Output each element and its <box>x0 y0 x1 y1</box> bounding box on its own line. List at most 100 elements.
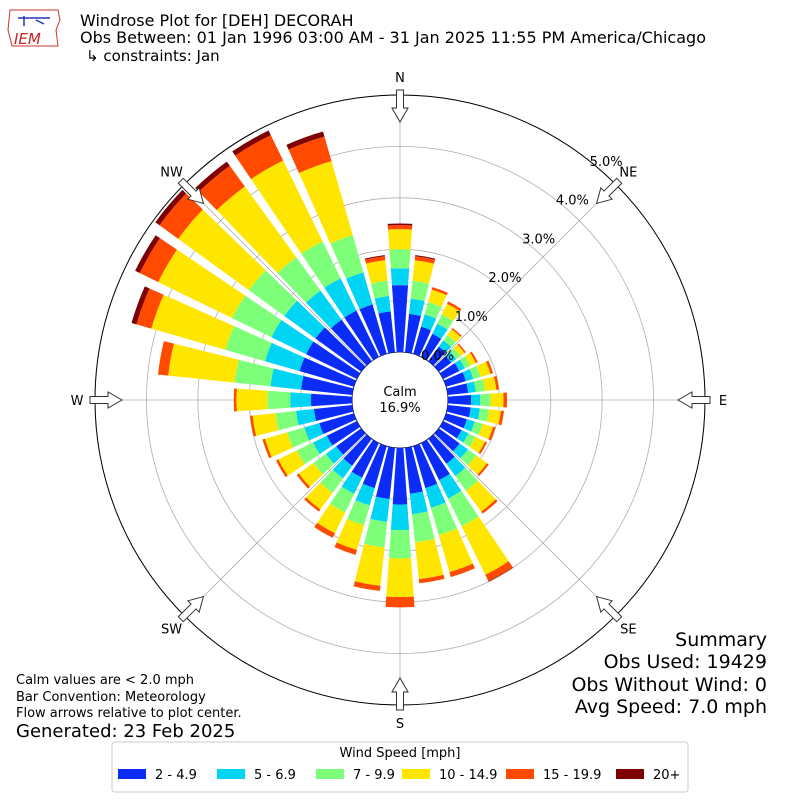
flow-arrow <box>595 595 623 623</box>
bar-segment <box>481 499 498 514</box>
bar-segment <box>391 285 409 353</box>
bar-segment <box>359 304 387 357</box>
bar-segment <box>477 463 489 477</box>
bar-segment <box>319 413 357 435</box>
direction-label: SW <box>161 622 182 637</box>
bar-segment <box>462 368 474 382</box>
bar-segment <box>486 360 494 375</box>
bar-segment <box>364 255 385 260</box>
bar-segment <box>366 260 388 284</box>
bar-segment <box>464 352 476 366</box>
bar-segment <box>306 341 361 379</box>
bar-segment <box>317 503 346 534</box>
bar-segment <box>388 529 412 559</box>
bar-segment <box>325 446 344 464</box>
bar-segment <box>135 235 160 274</box>
bar-segment <box>278 450 305 476</box>
bar-segment <box>225 326 272 362</box>
bar-segment <box>410 280 430 302</box>
bar-segment <box>158 341 174 376</box>
direction-label: SE <box>620 622 636 637</box>
legend-swatch <box>616 769 644 779</box>
bar-segment <box>439 473 462 499</box>
bar-segment <box>437 314 454 330</box>
bar-segment <box>413 326 432 357</box>
bar-segment <box>446 301 462 312</box>
bar-segment <box>264 432 293 458</box>
bar-segment <box>482 376 497 392</box>
r-tick-label: 3.0% <box>522 232 555 247</box>
bar-segment <box>465 480 496 512</box>
summary: Obs Used: 19429 <box>604 651 767 673</box>
bar-segment <box>424 301 442 319</box>
bar-segment <box>330 235 364 279</box>
bar-segment <box>409 491 428 515</box>
bar-segment <box>355 483 375 506</box>
bar-segment <box>320 469 344 493</box>
bar-segment <box>195 161 230 192</box>
bar-segment <box>276 459 288 478</box>
r-tick-label: 2.0% <box>488 271 521 286</box>
legend-title: Wind Speed [mph] <box>340 746 461 761</box>
bar-segment <box>251 160 323 254</box>
bar-segment <box>434 428 460 452</box>
bar-segment <box>326 421 361 446</box>
bar-segment <box>290 392 312 408</box>
bar-segment <box>267 390 291 410</box>
bar-segment <box>425 483 446 508</box>
bar-segment <box>409 298 425 317</box>
bar-segment <box>450 348 461 360</box>
chart-subtitle: Obs Between: 01 Jan 1996 03:00 AM - 31 J… <box>80 28 706 47</box>
bar-segment <box>178 209 266 291</box>
bar-segment <box>467 455 488 475</box>
legend-swatch <box>217 769 245 779</box>
bar-segment <box>478 423 494 440</box>
bar-segment <box>378 311 395 354</box>
r-tick-label: 5.0% <box>590 155 623 170</box>
bar-segment <box>139 238 177 283</box>
bar-segment <box>234 359 274 387</box>
bar-segment <box>471 421 483 435</box>
bar-segment <box>469 407 480 420</box>
bar-segment <box>441 303 460 321</box>
bar-segment <box>235 135 284 180</box>
legend-label: 2 - 4.9 <box>155 768 197 783</box>
bar-segment <box>446 405 471 418</box>
bar-segment <box>474 379 486 393</box>
bar-segment <box>313 453 335 475</box>
bar-segment <box>330 319 372 366</box>
flow-arrow <box>595 177 623 205</box>
bar-segment <box>446 456 466 477</box>
bar-segment <box>447 329 461 343</box>
bar-segment <box>287 427 310 448</box>
bar-segment <box>443 372 466 387</box>
bar-segment <box>351 439 379 478</box>
bar-segment <box>418 574 445 584</box>
bar-segment <box>364 518 388 548</box>
bar-segment <box>275 410 299 431</box>
bar-segment <box>443 413 467 429</box>
bar-segment <box>298 462 323 487</box>
bar-segment <box>478 441 488 455</box>
bar-segment <box>277 257 321 303</box>
bar-segment <box>448 490 479 527</box>
logo-text: IEM <box>14 30 41 48</box>
bar-segment <box>480 393 491 407</box>
bar-segment <box>284 300 325 339</box>
bar-segment <box>299 357 357 387</box>
bar-segment <box>385 596 415 608</box>
bar-segment <box>336 518 365 550</box>
bar-segment <box>304 497 321 512</box>
logo-lines <box>18 16 50 26</box>
bar-segment <box>451 327 462 337</box>
summary: Obs Without Wind: 0 <box>571 674 767 696</box>
bar-segment <box>412 260 434 284</box>
bar-segment <box>365 256 386 264</box>
bar-segment <box>412 511 435 543</box>
bar-segment <box>270 368 304 390</box>
bar-segment <box>330 486 355 513</box>
calm-value: 16.9% <box>379 401 420 416</box>
bar-segment <box>370 280 390 299</box>
bar-segment <box>298 161 353 244</box>
bar-segment <box>456 430 469 443</box>
